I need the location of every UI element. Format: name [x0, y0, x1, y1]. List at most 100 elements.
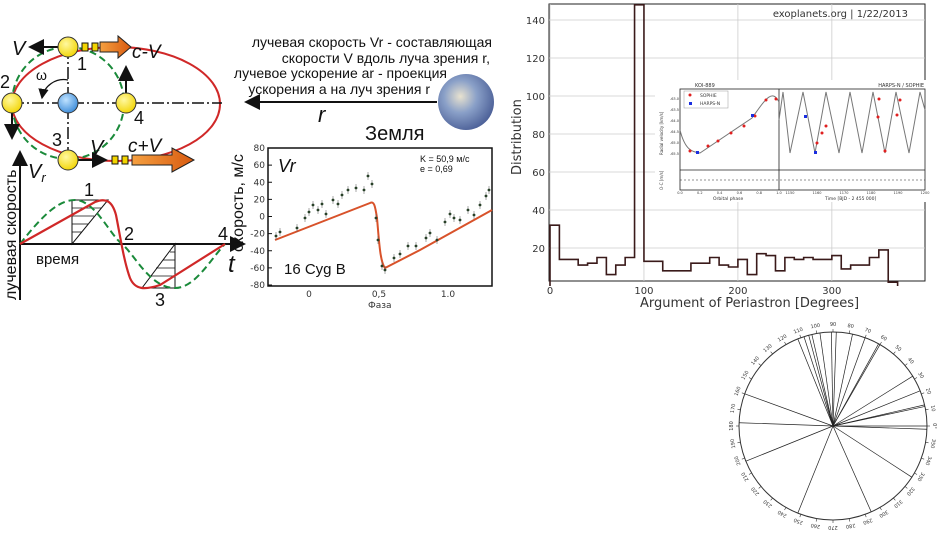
v-top-label: V [12, 38, 27, 60]
inset-ytick: -63.5 [670, 108, 679, 112]
periastron-line [832, 390, 921, 427]
hist-bar [606, 275, 615, 281]
radial-velocity-sketch: лучевая скорость Vr время t 1 2 3 4 [3, 150, 246, 310]
planet-position-1 [57, 36, 79, 58]
earth-label: Земля [365, 123, 424, 145]
earth-icon [438, 74, 494, 130]
light-arrow-top-icon [99, 34, 132, 60]
polar-tick-label: 120 [777, 334, 788, 344]
periastron-line [832, 343, 879, 427]
polar-tick-label: 80 [847, 323, 854, 330]
polar-tick-label: 90 [830, 322, 836, 328]
polar-tick-label: 160 [734, 386, 743, 397]
periastron-line [832, 404, 925, 427]
hist-bar [841, 269, 850, 281]
cyg-ytick: -60 [250, 264, 265, 274]
cyg-rv-plot: скорость, м/с Фаза Vr K = 50,9 м/с e = 0… [230, 144, 493, 311]
hist-bar [860, 265, 869, 281]
hist-bar [757, 254, 766, 281]
k-value: K = 50,9 м/с [420, 154, 470, 164]
hist-ytick: 100 [526, 92, 545, 103]
caption-line-4: ускорения a на луч зрения r [248, 81, 430, 97]
polar-tick-label: 290 [862, 516, 873, 525]
elliptical-orbit-curve [19, 199, 226, 290]
inset-xtick: 0.6 [737, 191, 743, 195]
polar-tick-label: 280 [845, 522, 855, 530]
polar-tick-label: 60 [879, 334, 888, 342]
polar-tick-label: 150 [741, 370, 751, 381]
orbit-diagram: ω V c-V V c+V 1 2 3 4 [0, 34, 222, 173]
t-label: t [228, 251, 236, 278]
hist-bar [663, 271, 672, 281]
hist-ytick: 80 [532, 130, 545, 141]
cyg-ytick: -20 [250, 230, 265, 240]
periastron-line [797, 338, 834, 427]
c-minus-v-label: c-V [132, 42, 163, 63]
planet-position-2 [1, 92, 23, 114]
periastron-line [797, 425, 834, 514]
polar-tick-label: 140 [750, 355, 761, 366]
inset-xtick: 1160 [813, 191, 822, 195]
caption-line-1: лучевая скорость Vr - составляющая [252, 34, 492, 50]
hist-xtick: 300 [822, 286, 841, 297]
c-plus-v-label: c+V [128, 136, 164, 157]
hist-bar [635, 5, 644, 281]
hist-bar [578, 265, 587, 281]
cyg-vr-label: Vr [278, 156, 297, 176]
periastron-line [745, 425, 834, 462]
hist-bar [710, 258, 719, 282]
inset-ylabel-top: Radial velocity [km/s] [659, 111, 664, 155]
rv-sketch-ylabel: лучевая скорость [3, 170, 20, 300]
periastron-line [832, 337, 866, 427]
hist-bar [832, 256, 841, 281]
inset-ytick: -64.0 [670, 119, 679, 123]
inset-ytick: -63.0 [670, 97, 679, 101]
cyg-ytick: 40 [254, 178, 266, 188]
cyg-ylabel: скорость, м/с [230, 154, 247, 252]
r-label: r [318, 102, 327, 127]
periastron-line [803, 336, 834, 427]
periastron-line [832, 333, 853, 427]
polar-tick-label: 270 [828, 524, 838, 530]
polar-tick-label: 320 [905, 485, 916, 496]
polar-tick-label: 0° [931, 423, 937, 429]
periastron-line [744, 393, 834, 427]
inset-xtick: 1170 [840, 191, 849, 195]
hist-bar [569, 259, 578, 281]
hist-xlabel: Argument of Periastron [Degrees] [640, 296, 859, 311]
hist-bar [813, 259, 822, 281]
periastron-line [832, 375, 913, 427]
inset-ytick: -65.0 [670, 141, 679, 145]
polar-tick-label: 180 [729, 421, 735, 431]
inset-xtick: 0.8 [756, 191, 762, 195]
polar-tick-label: 330 [915, 471, 925, 482]
inset-legend [683, 90, 729, 109]
hist-bar [879, 250, 888, 281]
polar-tick-label: 250 [793, 516, 804, 525]
watermark: exoplanets.org | 1/22/2013 [773, 9, 908, 20]
hist-bar [785, 258, 794, 282]
polar-tick-label: 350 [929, 438, 937, 448]
star-name: 16 Cyg B [284, 261, 346, 278]
inset-xtick: 1200 [921, 191, 930, 195]
legend-harps: HARPS-N [700, 101, 720, 107]
polar-tick-label: 50 [894, 344, 903, 353]
mark-4: 4 [218, 224, 228, 244]
inset-ylabel-bottom: O-C [m/s] [659, 170, 664, 190]
hist-bar [559, 259, 568, 281]
cyg-ytick: 0 [259, 213, 265, 223]
polar-tick-label: 210 [741, 471, 751, 482]
polar-tick-label: 170 [730, 403, 738, 413]
cyg-xtick: 0 [306, 290, 312, 300]
hist-bar [682, 271, 691, 281]
hist-bar [672, 271, 681, 281]
periastron-line [808, 335, 834, 427]
hist-bar [738, 259, 747, 281]
cyg-ytick: -80 [250, 281, 265, 291]
polar-tick-label: 200 [734, 455, 743, 466]
polar-tick-label: 70 [864, 327, 872, 335]
periastron-line [811, 334, 834, 427]
hist-xtick: 200 [728, 286, 747, 297]
inset-xtick: 1180 [867, 191, 876, 195]
